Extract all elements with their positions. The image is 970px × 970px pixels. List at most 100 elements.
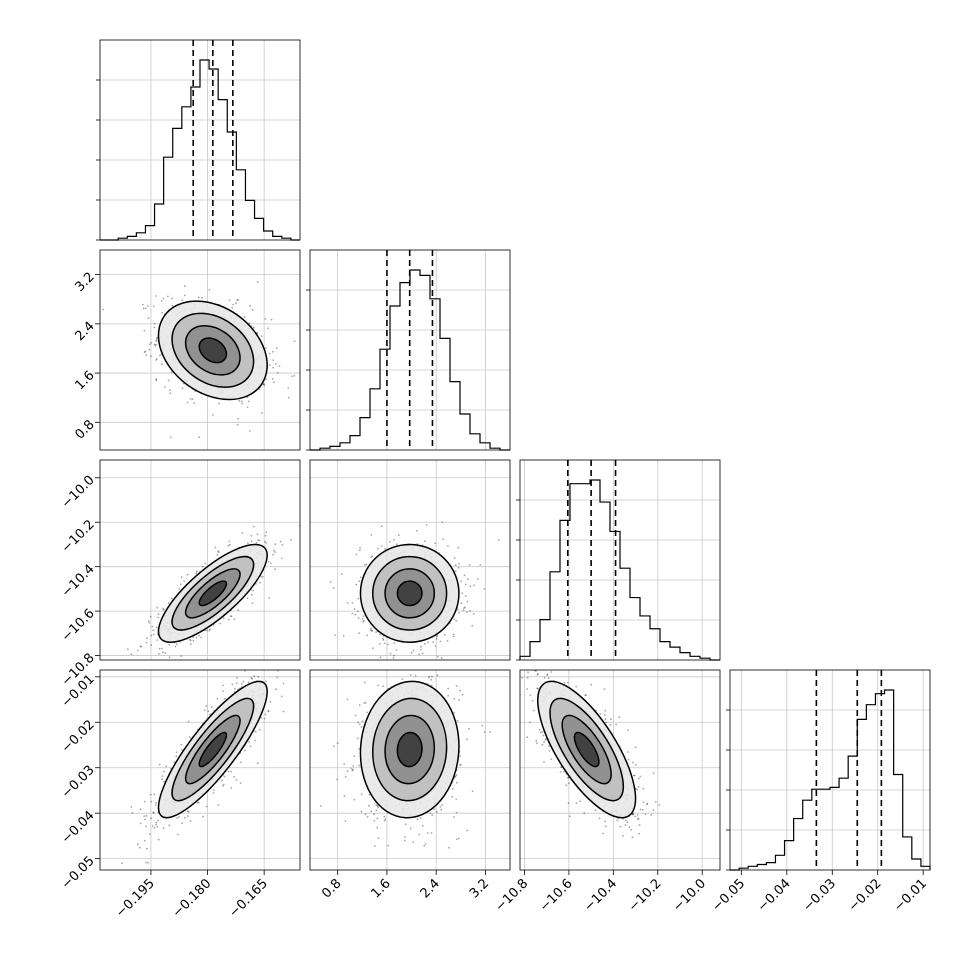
scatter-point [170,597,173,600]
scatter-point [344,820,347,823]
scatter-point [223,697,226,700]
scatter-point [351,612,354,615]
scatter-point [176,817,179,819]
scatter-point [189,820,192,822]
scatter-point [243,316,246,318]
scatter-point [181,748,183,751]
scatter-point [152,305,155,308]
scatter-point [181,822,184,825]
scatter-point [357,610,359,613]
scatter-point [209,628,211,630]
scatter-point [272,350,274,353]
scatter-point [145,847,148,850]
scatter-point [404,836,406,838]
scatter-point [359,547,361,549]
scatter-point [455,781,458,784]
scatter-point [221,779,223,782]
scatter-point [178,588,181,590]
scatter-point [148,622,151,624]
scatter-point [197,801,200,804]
scatter-point [364,701,367,704]
scatter-point [227,544,230,547]
scatter-point [274,667,276,669]
scatter-point [165,663,167,665]
scatter-point [186,810,189,812]
scatter-point [637,818,639,821]
scatter-point [353,608,356,610]
scatter-point [247,681,250,684]
scatter-point [460,763,462,766]
scatter-point [233,618,236,620]
scatter-point [161,363,163,366]
scatter-point [375,804,378,807]
scatter-point [455,774,458,777]
scatter-point [150,341,153,344]
scatter-point [409,827,412,830]
scatter-point [370,534,373,536]
scatter-point [441,521,444,523]
scatter-point [355,583,358,586]
scatter-point [439,805,442,808]
scatter-point [356,737,359,740]
scatter-point [202,815,204,818]
scatter-point [139,846,141,849]
scatter-point [430,832,433,834]
scatter-point [366,711,368,714]
scatter-point [250,540,253,543]
scatter-point [144,818,146,821]
scatter-point [466,738,468,741]
scatter-point [352,765,355,767]
scatter-point [214,546,217,549]
scatter-point [262,383,265,386]
scatter-point [153,826,156,829]
scatter-point [149,793,152,796]
scatter-point [637,785,640,788]
scatter-point [483,731,486,733]
scatter-point [268,364,271,366]
scatter-point [264,713,267,716]
scatter-point [191,398,194,401]
scatter-point [195,636,198,639]
scatter-point [514,682,516,684]
scatter-point [256,281,259,283]
scatter-point [376,826,379,829]
scatter-point [441,803,443,806]
scatter-point [469,585,472,588]
scatter-point [455,838,458,841]
scatter-point [180,655,183,657]
scatter-point [216,553,219,556]
scatter-point [184,816,186,819]
scatter-point [150,800,153,803]
scatter-point [242,680,245,683]
scatter-point [455,684,458,687]
scatter-point [455,619,458,622]
scatter-point [205,705,208,708]
scatter-point [637,817,640,820]
scatter-point [364,563,366,566]
scatter-point [453,635,455,638]
scatter-point [153,326,156,329]
scatter-point [371,555,374,558]
scatter-point [362,615,365,618]
scatter-point [153,343,156,346]
scatter-point [346,698,349,701]
scatter-point [229,615,232,617]
scatter-point [154,804,157,806]
scatter-point [453,557,456,559]
scatter-point [170,371,173,373]
scatter-point [150,634,153,637]
scatter-point [638,777,640,780]
scatter-point [291,375,293,378]
scatter-point [536,687,539,690]
scatter-point [187,810,190,813]
scatter-point [219,622,222,625]
scatter-point [375,809,378,812]
scatter-point [250,677,253,679]
scatter-point [431,814,434,817]
scatter-point [466,829,469,832]
scatter-point [280,695,283,698]
scatter-point [282,710,285,713]
scatter-point [435,637,438,640]
scatter-point [130,653,133,656]
